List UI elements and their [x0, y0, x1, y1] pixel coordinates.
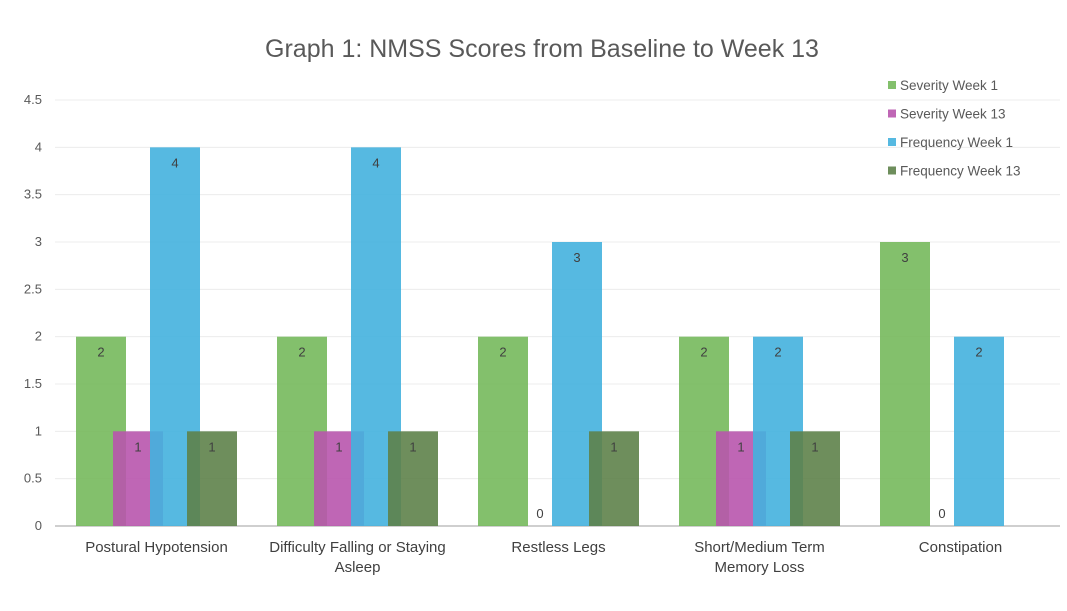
x-tick-label: Restless Legs: [511, 539, 605, 556]
data-label: 2: [499, 345, 506, 360]
y-tick-label: 2: [35, 329, 42, 344]
data-label: 2: [700, 345, 707, 360]
bar: [478, 336, 528, 526]
y-tick-label: 0.5: [24, 471, 42, 486]
y-tick-label: 3.5: [24, 187, 42, 202]
bar: [880, 242, 930, 526]
data-label: 4: [372, 155, 379, 170]
legend-label: Frequency Week 1: [900, 135, 1013, 150]
x-tick-label: Asleep: [335, 559, 381, 576]
y-tick-label: 4.5: [24, 92, 42, 107]
bar: [589, 431, 639, 526]
legend-label: Severity Week 1: [900, 78, 998, 93]
data-label: 2: [298, 345, 305, 360]
data-label: 1: [409, 439, 416, 454]
x-tick-label: Postural Hypotension: [85, 539, 228, 556]
x-tick-label: Difficulty Falling or Staying: [269, 539, 445, 556]
data-label: 1: [208, 439, 215, 454]
chart-title: Graph 1: NMSS Scores from Baseline to We…: [265, 35, 819, 63]
x-tick-label: Short/Medium Term: [694, 539, 825, 556]
data-label: 2: [975, 345, 982, 360]
y-tick-label: 4: [35, 139, 42, 154]
y-tick-label: 2.5: [24, 281, 42, 296]
data-label: 1: [134, 439, 141, 454]
bar: [187, 431, 237, 526]
data-label: 0: [536, 506, 543, 521]
data-label: 1: [610, 439, 617, 454]
y-tick-label: 1: [35, 423, 42, 438]
data-label: 1: [737, 439, 744, 454]
data-label: 1: [811, 439, 818, 454]
legend-swatch: [888, 81, 896, 89]
data-label: 4: [171, 155, 178, 170]
data-label: 1: [335, 439, 342, 454]
bar: [388, 431, 438, 526]
legend-swatch: [888, 109, 896, 118]
legend-swatch: [888, 138, 896, 146]
data-label: 3: [573, 250, 580, 265]
x-tick-label: Constipation: [919, 539, 1002, 556]
bar: [790, 431, 840, 526]
y-tick-label: 0: [35, 518, 42, 533]
y-tick-label: 1.5: [24, 376, 42, 391]
legend-swatch: [888, 166, 896, 175]
data-label: 2: [97, 345, 104, 360]
legend-label: Frequency Week 13: [900, 164, 1021, 179]
data-label: 3: [901, 250, 908, 265]
legend-label: Severity Week 13: [900, 107, 1006, 122]
y-tick-label: 3: [35, 234, 42, 249]
data-label: 0: [938, 506, 945, 521]
x-tick-label: Memory Loss: [714, 559, 804, 576]
bar: [954, 336, 1004, 526]
data-label: 2: [774, 345, 781, 360]
